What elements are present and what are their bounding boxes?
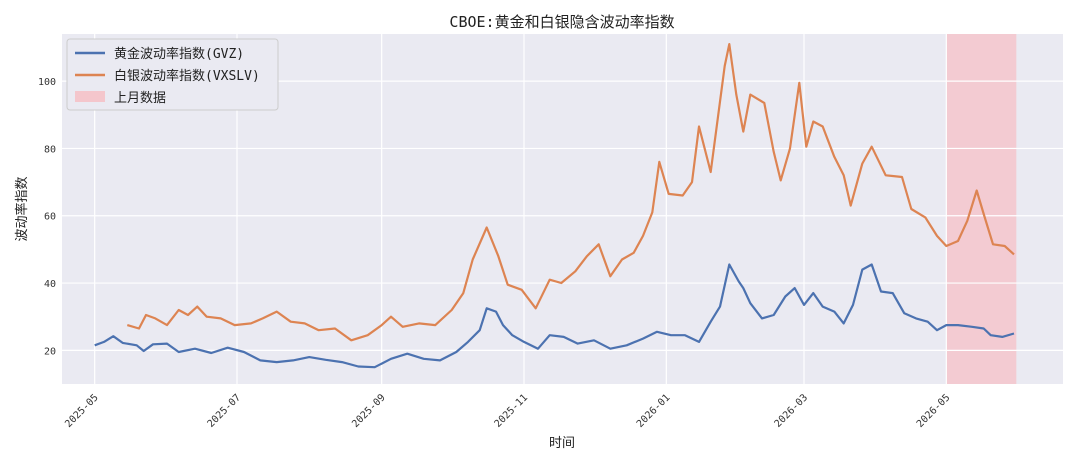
legend-label-gvz: 黄金波动率指数(GVZ)	[114, 46, 244, 62]
x-tick-labels: 2025-05 2025-07 2025-09 2025-11 2026-01 2026-…	[63, 392, 952, 430]
y-tick-label: 20	[44, 346, 56, 357]
grid-lines	[62, 34, 1063, 384]
x-axis-label: 时间	[549, 436, 575, 451]
legend-box	[66, 38, 279, 111]
x-tick-label: 2025-09	[350, 392, 388, 430]
chart-title: CBOE:黄金和白银隐含波动率指数	[449, 13, 674, 31]
x-tick-label: 2025-05	[63, 392, 101, 430]
series-line-vxslv	[126, 43, 1015, 342]
legend: 黄金波动率指数(GVZ) 白银波动率指数(VXSLV) 上月数据	[66, 38, 279, 111]
y-tick-labels: 20 40 60 80 100	[38, 77, 56, 357]
y-tick-label: 80	[44, 144, 56, 155]
x-tick-label: 2026-03	[773, 392, 811, 430]
y-tick-label: 100	[38, 77, 56, 88]
series-lines	[94, 43, 1015, 369]
legend-label-highlight: 上月数据	[114, 91, 166, 106]
y-tick-label: 40	[44, 279, 56, 290]
x-tick-label: 2026-01	[635, 392, 673, 430]
x-tick-label: 2026-05	[915, 392, 953, 430]
series-line-gvz	[94, 263, 1015, 369]
x-tick-label: 2025-11	[493, 392, 531, 430]
legend-label-vxslv: 白银波动率指数(VXSLV)	[114, 68, 260, 84]
legend-swatch-highlight	[75, 91, 105, 102]
x-tick-label: 2025-07	[206, 392, 244, 430]
y-axis-label: 波动率指数	[14, 176, 30, 241]
y-tick-label: 60	[44, 212, 56, 223]
